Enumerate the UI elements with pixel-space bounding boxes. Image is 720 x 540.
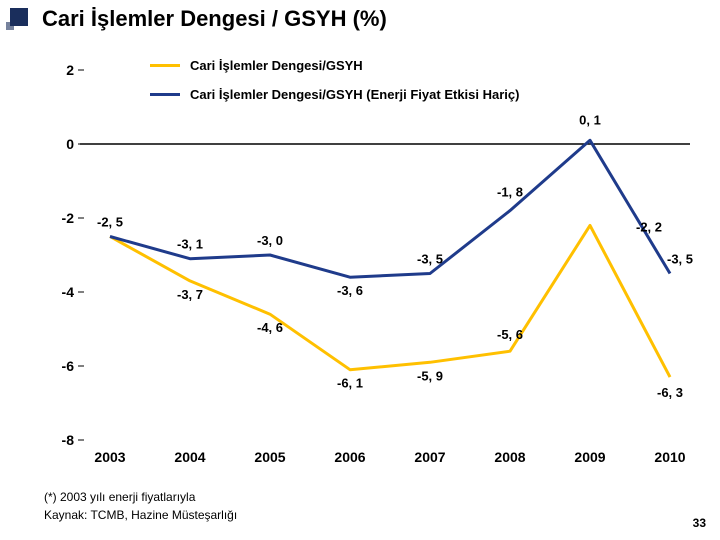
svg-text:-5, 9: -5, 9: [417, 368, 443, 383]
svg-text:-2, 5: -2, 5: [97, 215, 123, 230]
svg-text:0: 0: [66, 136, 74, 152]
svg-text:-8: -8: [62, 432, 75, 448]
svg-text:2004: 2004: [174, 449, 205, 465]
svg-text:-3, 0: -3, 0: [257, 233, 283, 248]
svg-text:2009: 2009: [574, 449, 605, 465]
svg-text:2006: 2006: [334, 449, 365, 465]
svg-text:-1, 8: -1, 8: [497, 185, 523, 200]
svg-text:2007: 2007: [414, 449, 445, 465]
svg-text:2010: 2010: [654, 449, 685, 465]
slide: Cari İşlemler Dengesi / GSYH (%) Cari İş…: [0, 0, 720, 540]
svg-text:2: 2: [66, 62, 74, 78]
svg-text:-3, 6: -3, 6: [337, 283, 363, 298]
footnote: (*) 2003 yılı enerji fiyatlarıyla: [44, 490, 195, 504]
chart-area: 20-2-4-6-8200320042005200620072008200920…: [40, 50, 680, 450]
svg-text:2005: 2005: [254, 449, 285, 465]
chart-svg: 2 0 -2 -4 -6 -8 2003 2004 2005 2006 2007 2008 2009 20…: [40, 50, 700, 470]
page-title: Cari İşlemler Dengesi / GSYH (%): [42, 6, 387, 32]
svg-text:-2, 2: -2, 2: [636, 219, 662, 234]
svg-text:-3, 7: -3, 7: [177, 287, 203, 302]
svg-text:-6: -6: [62, 358, 75, 374]
svg-text:-4: -4: [62, 284, 75, 300]
svg-text:2008: 2008: [494, 449, 525, 465]
svg-text:-6, 1: -6, 1: [337, 376, 363, 391]
svg-text:-4, 6: -4, 6: [257, 320, 283, 335]
title-bar: Cari İşlemler Dengesi / GSYH (%): [6, 6, 387, 34]
source: Kaynak: TCMB, Hazine Müsteşarlığı: [44, 508, 237, 522]
svg-text:-3, 1: -3, 1: [177, 237, 203, 252]
svg-text:-2: -2: [62, 210, 75, 226]
svg-text:2003: 2003: [94, 449, 125, 465]
svg-text:0, 1: 0, 1: [579, 112, 601, 127]
svg-text:-5, 6: -5, 6: [497, 327, 523, 342]
bullet-icon: [6, 6, 34, 34]
page-number: 33: [693, 516, 706, 530]
svg-text:-3, 5: -3, 5: [417, 252, 443, 267]
svg-text:-3, 5: -3, 5: [667, 252, 693, 267]
svg-text:-6, 3: -6, 3: [657, 385, 683, 400]
